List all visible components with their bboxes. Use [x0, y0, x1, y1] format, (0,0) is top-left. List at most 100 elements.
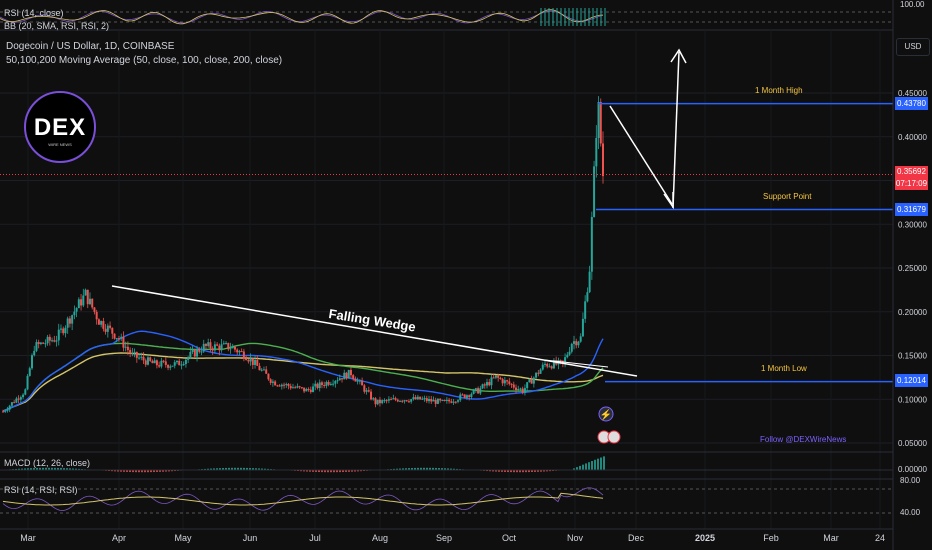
- macd-bar: [219, 468, 221, 470]
- candle-body: [329, 383, 332, 385]
- event-icons[interactable]: ⚡: [597, 406, 621, 444]
- candle-body: [361, 380, 364, 386]
- macd-bar: [225, 467, 227, 470]
- candle-body: [285, 384, 288, 386]
- candle-body: [581, 318, 584, 337]
- x-tick-label: Nov: [567, 533, 584, 543]
- top-bar: [580, 8, 582, 26]
- y-tick-label: 0.25000: [898, 264, 927, 273]
- macd-bar: [27, 468, 29, 470]
- candle-body: [204, 343, 207, 346]
- macd-bar: [417, 467, 419, 470]
- candle-body: [573, 341, 576, 344]
- candle-body: [523, 388, 526, 393]
- top-bar: [552, 8, 554, 26]
- x-tick-label: May: [174, 533, 192, 543]
- macd-bar: [207, 468, 209, 470]
- macd-bar: [516, 470, 518, 473]
- candle-body: [149, 357, 152, 361]
- top-bar: [584, 8, 586, 26]
- ma-legend[interactable]: 50,100,200 Moving Average (50, close, 10…: [6, 55, 283, 66]
- macd-bar: [72, 468, 74, 470]
- candle-body: [75, 308, 78, 312]
- symbol-title[interactable]: Dogecoin / US Dollar, 1D, COINBASE: [6, 41, 175, 52]
- candle-body: [434, 399, 437, 404]
- candle-body: [294, 387, 297, 389]
- candle-body: [287, 384, 290, 387]
- candle-body: [338, 378, 341, 381]
- x-tick-label: Mar: [20, 533, 36, 543]
- candle-body: [276, 385, 279, 387]
- candle-body: [191, 349, 194, 352]
- candle-body: [488, 382, 491, 386]
- macd-bar: [147, 470, 149, 473]
- candle-body: [486, 382, 489, 386]
- candle-body: [539, 369, 542, 374]
- price-axis[interactable]: 0.450000.400000.350000.300000.250000.200…: [898, 89, 927, 448]
- macd-bar: [504, 470, 506, 472]
- macd-bar: [15, 468, 17, 470]
- candle-body: [548, 366, 551, 368]
- high-price-tag: 0.43780: [895, 97, 928, 110]
- candle-body: [497, 375, 500, 378]
- candle-body: [303, 387, 306, 392]
- candle-body: [492, 377, 495, 379]
- candle-body: [465, 395, 468, 398]
- candle-body: [318, 382, 321, 389]
- macd-bar: [129, 470, 131, 473]
- candle-body: [182, 364, 185, 366]
- candle-body: [124, 346, 127, 348]
- wedge-upper-line[interactable]: [111, 285, 638, 377]
- macd-bar: [117, 470, 119, 472]
- candle-body: [459, 394, 462, 401]
- currency-button[interactable]: USD: [896, 38, 930, 56]
- macd-bar: [144, 470, 146, 473]
- candle-body: [144, 360, 147, 365]
- candle-body: [278, 385, 281, 387]
- macd-bar: [408, 468, 410, 470]
- macd-bar: [213, 468, 215, 470]
- candle-body: [6, 409, 9, 411]
- macd-bar: [432, 467, 434, 470]
- macd-bar: [39, 467, 41, 470]
- top-bar: [600, 8, 602, 26]
- macd-bar: [414, 467, 416, 470]
- drop-arrow[interactable]: [609, 105, 674, 210]
- x-tick-label: Feb: [763, 533, 779, 543]
- macd-bar: [357, 470, 359, 472]
- macd-bar: [393, 468, 395, 470]
- top-rsi-pane: [0, 0, 893, 30]
- macd-bar: [21, 468, 23, 470]
- candle-body: [24, 389, 27, 395]
- candle-body: [155, 360, 158, 366]
- macd-bar: [165, 470, 167, 472]
- candle-body: [265, 369, 268, 374]
- macd-bar: [489, 470, 491, 472]
- macd-bar: [150, 470, 152, 473]
- candle-body: [448, 399, 451, 402]
- candle-body: [470, 393, 473, 397]
- candle-body: [312, 386, 315, 393]
- macd-bar: [168, 470, 170, 472]
- macd-bar: [396, 468, 398, 470]
- candle-body: [120, 336, 123, 339]
- macd-bar: [492, 470, 494, 472]
- wedge-lower-line[interactable]: [544, 359, 609, 368]
- top-bar: [556, 8, 558, 26]
- x-tick-label: 24: [875, 533, 885, 543]
- x-tick-label: 2025: [695, 533, 715, 543]
- macd-bar: [120, 470, 122, 472]
- candle-body: [225, 342, 228, 344]
- candle-body: [535, 372, 538, 378]
- candle-body: [367, 390, 370, 392]
- time-axis[interactable]: Mar Apr May Jun Jul Aug Sep Oct Nov Dec 2025 Feb Mar…: [20, 533, 885, 543]
- macd-bar: [456, 468, 458, 470]
- candle-body: [104, 328, 107, 332]
- candle-body: [173, 362, 176, 366]
- rise-arrow[interactable]: [670, 48, 687, 209]
- candle-body: [175, 360, 178, 363]
- candle-body: [91, 298, 94, 308]
- macd-bar: [48, 467, 50, 470]
- macd-bar: [513, 470, 515, 473]
